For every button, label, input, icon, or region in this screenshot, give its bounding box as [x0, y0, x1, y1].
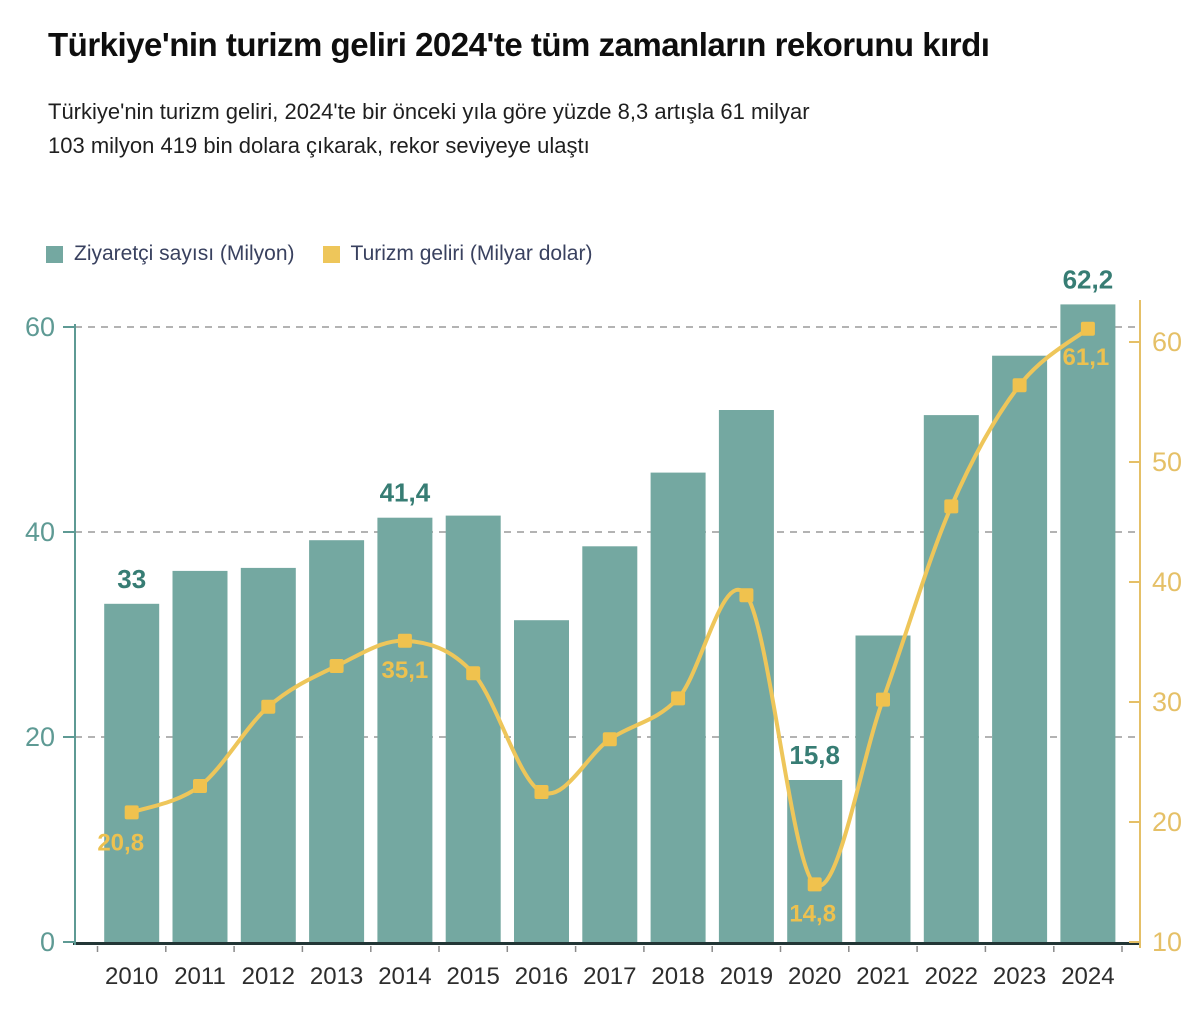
line-marker-2013 — [329, 659, 344, 673]
right-axis-label-30: 30 — [1152, 687, 1182, 717]
bar-2023 — [992, 355, 1048, 942]
bar-value-label-2010: 33 — [117, 564, 146, 594]
revenue-swatch-icon — [322, 245, 340, 263]
line-value-label-2020: 14,8 — [789, 900, 836, 927]
page-title: Türkiye'nin turizm geliri 2024'te tüm za… — [48, 26, 990, 63]
line-value-label-2024: 61,1 — [1063, 344, 1110, 371]
bar-2022 — [923, 415, 979, 943]
right-axis-label-50: 50 — [1152, 447, 1182, 477]
x-axis-label-2013: 2013 — [310, 963, 363, 990]
x-axis-label-2019: 2019 — [720, 963, 773, 990]
x-axis-label-2023: 2023 — [993, 963, 1046, 990]
x-axis-label-2010: 2010 — [105, 963, 158, 990]
legend-label-visitors: Ziyaretçi sayısı (Milyon) — [74, 242, 295, 265]
legend-item-revenue: Turizm geliri (Milyar dolar) — [322, 242, 593, 266]
x-axis-label-2017: 2017 — [583, 963, 636, 990]
line-value-label-2010: 20,8 — [97, 829, 144, 856]
bar-2010 — [104, 603, 160, 943]
visitors-swatch-icon — [46, 245, 63, 263]
page-subtitle: Türkiye'nin turizm geliri, 2024'te bir ö… — [48, 99, 810, 158]
legend-item-visitors: Ziyaretçi sayısı (Milyon) — [46, 242, 295, 266]
line-marker-2017 — [602, 732, 617, 747]
line-marker-2019 — [739, 588, 754, 603]
bar-2012 — [240, 567, 296, 942]
bar-2014 — [377, 517, 433, 942]
line-marker-2020 — [807, 877, 822, 892]
line-marker-2010 — [124, 805, 139, 820]
left-axis-label-0: 0 — [40, 927, 55, 957]
bar-2019 — [718, 410, 774, 942]
right-axis-label-20: 20 — [1152, 807, 1182, 837]
legend-label-revenue: Turizm geliri (Milyar dolar) — [350, 242, 593, 265]
bar-value-label-2024: 62,2 — [1063, 264, 1114, 294]
line-marker-2016 — [534, 785, 549, 799]
x-axis-label-2018: 2018 — [651, 963, 704, 990]
bar-2015 — [445, 515, 501, 942]
bar-2020 — [787, 780, 843, 942]
line-value-label-2014: 35,1 — [382, 657, 429, 684]
bar-2011 — [172, 570, 228, 942]
bar-2013 — [309, 540, 365, 942]
x-axis-label-2015: 2015 — [447, 963, 500, 990]
line-marker-2012 — [261, 699, 276, 714]
bar-2018 — [650, 472, 706, 942]
x-axis-label-2011: 2011 — [174, 963, 226, 990]
x-axis-label-2024: 2024 — [1061, 963, 1114, 990]
bar-value-label-2014: 41,4 — [380, 478, 431, 508]
combo-chart: 0 20 40 60 10 20 30 40 50 60 33 41,4 15,8 62,2 20,8 35,… — [25, 264, 1182, 990]
bar-2024 — [1060, 304, 1116, 942]
bar-2021 — [855, 635, 911, 942]
x-axis-label-2020: 2020 — [788, 963, 841, 990]
chart-area: 0 20 40 60 10 20 30 40 50 60 33 41,4 15,8 62,2 20,8 35,… — [0, 262, 1200, 1022]
line-marker-2021 — [876, 692, 890, 707]
bar-value-label-2020: 15,8 — [789, 740, 840, 770]
x-axis-label-2012: 2012 — [242, 963, 295, 990]
line-marker-2014 — [397, 633, 412, 648]
x-axis-label-2022: 2022 — [925, 963, 978, 990]
line-marker-2018 — [671, 691, 686, 706]
line-marker-2024 — [1080, 321, 1095, 336]
line-marker-2023 — [1012, 378, 1027, 393]
line-marker-2022 — [944, 499, 959, 514]
right-axis-label-60: 60 — [1152, 327, 1182, 357]
x-axis-label-2016: 2016 — [515, 963, 568, 990]
x-axis-label-2014: 2014 — [378, 963, 431, 990]
left-axis-label-40: 40 — [25, 517, 55, 547]
line-marker-2015 — [466, 666, 481, 681]
left-axis-label-20: 20 — [25, 722, 55, 752]
right-axis-label-40: 40 — [1152, 567, 1182, 597]
right-axis-label-10: 10 — [1152, 927, 1182, 957]
left-axis-label-60: 60 — [25, 312, 55, 342]
chart-legend: Ziyaretçi sayısı (Milyon) Turizm geliri … — [46, 242, 592, 266]
x-axis-label-2021: 2021 — [856, 963, 909, 990]
bar-2016 — [514, 620, 569, 942]
line-marker-2011 — [193, 779, 207, 793]
